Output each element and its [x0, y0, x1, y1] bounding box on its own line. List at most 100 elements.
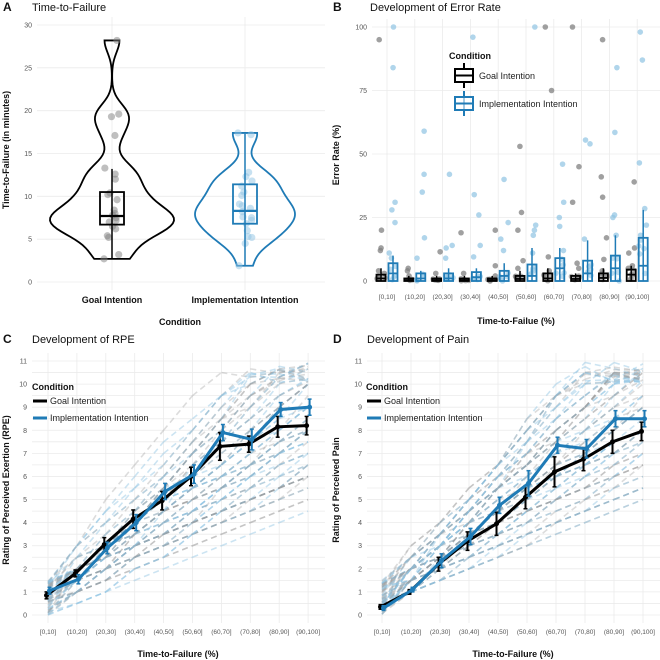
data-point — [477, 242, 483, 249]
individual-trajectory — [278, 429, 309, 454]
individual-trajectory — [76, 568, 107, 593]
individual-trajectory — [555, 406, 586, 431]
individual-trajectory — [278, 362, 309, 378]
y-tick-label: 1 — [358, 589, 362, 596]
individual-trajectory — [468, 487, 499, 524]
individual-trajectory — [526, 498, 557, 512]
y-tick-label: 9 — [23, 405, 27, 412]
individual-trajectory — [105, 556, 135, 570]
individual-trajectory — [555, 464, 586, 478]
individual-trajectory — [76, 568, 107, 582]
individual-trajectory — [439, 556, 470, 581]
individual-trajectory — [278, 429, 309, 443]
individual-trajectory — [381, 591, 412, 612]
individual-trajectory — [555, 464, 586, 478]
individual-trajectory — [163, 510, 193, 535]
individual-trajectory — [76, 510, 107, 547]
individual-trajectory — [410, 579, 441, 593]
individual-trajectory — [497, 464, 528, 489]
individual-trajectory — [105, 533, 136, 558]
individual-trajectory — [249, 429, 280, 454]
individual-trajectory — [47, 579, 78, 614]
data-point — [115, 110, 123, 118]
individual-trajectory — [221, 521, 251, 535]
individual-trajectory — [162, 429, 194, 466]
individual-trajectory — [105, 545, 136, 570]
individual-trajectory — [613, 371, 644, 397]
individual-trajectory — [134, 487, 165, 524]
panel-letter-d: D — [333, 332, 342, 346]
mean-point — [642, 416, 647, 422]
box — [232, 183, 258, 225]
individual-trajectory — [584, 441, 615, 466]
individual-trajectory — [526, 406, 557, 431]
individual-trajectory — [526, 429, 557, 466]
individual-trajectory — [134, 475, 165, 501]
individual-trajectory — [47, 568, 78, 589]
individual-trajectory — [221, 498, 251, 512]
individual-trajectory — [497, 441, 528, 466]
individual-trajectory — [526, 406, 557, 443]
individual-trajectory — [497, 544, 528, 559]
individual-trajectory — [192, 464, 222, 489]
x-tick-label: (10,20] — [67, 629, 87, 636]
individual-trajectory — [76, 579, 107, 593]
individual-trajectory — [613, 370, 644, 374]
individual-trajectory — [134, 522, 165, 547]
individual-trajectory — [163, 510, 193, 535]
data-point — [390, 24, 397, 30]
individual-trajectory — [526, 464, 557, 489]
individual-trajectory — [526, 452, 557, 478]
individual-trajectory — [249, 395, 280, 431]
individual-trajectory — [192, 475, 222, 501]
individual-trajectory — [555, 452, 586, 478]
x-tick-label: (90,100] — [296, 629, 320, 636]
individual-trajectory — [468, 475, 499, 501]
individual-trajectory — [410, 556, 441, 581]
individual-trajectory — [468, 464, 499, 501]
individual-trajectory — [497, 429, 528, 466]
individual-trajectory — [76, 522, 107, 558]
individual-trajectory — [278, 464, 309, 489]
individual-trajectory — [381, 579, 412, 596]
individual-trajectory — [584, 406, 615, 431]
individual-trajectory — [468, 533, 499, 558]
individual-trajectory — [381, 579, 412, 606]
individual-trajectory — [526, 498, 557, 512]
individual-trajectory — [439, 499, 470, 535]
individual-trajectory — [192, 475, 222, 489]
individual-trajectory — [555, 383, 586, 420]
individual-trajectory — [105, 545, 136, 570]
individual-trajectory — [497, 452, 528, 478]
individual-trajectory — [584, 475, 615, 489]
individual-trajectory — [555, 487, 586, 501]
data-point — [599, 194, 606, 200]
individual-trajectory — [555, 441, 586, 466]
individual-trajectory — [526, 418, 557, 454]
panel-d-title: Development of Pain — [367, 334, 469, 346]
legend-label-goal-d: Goal Intention — [384, 396, 440, 406]
data-point — [442, 255, 449, 261]
individual-trajectory — [584, 383, 615, 408]
individual-trajectory — [410, 533, 441, 570]
individual-trajectory — [497, 533, 528, 547]
individual-trajectory — [555, 373, 586, 397]
x-tick-label: (20,30] — [96, 629, 116, 636]
individual-trajectory — [250, 452, 280, 466]
individual-trajectory — [410, 556, 441, 570]
individual-trajectory — [555, 372, 586, 408]
individual-trajectory — [555, 452, 586, 466]
individual-trajectory — [468, 544, 499, 559]
individual-trajectory — [134, 487, 165, 524]
individual-trajectory — [497, 487, 528, 512]
data-point — [245, 168, 253, 176]
individual-trajectory — [468, 487, 499, 512]
individual-trajectory — [468, 533, 499, 547]
x-tick-label: [0,10] — [40, 629, 56, 636]
individual-trajectory — [278, 441, 309, 455]
individual-trajectory — [192, 487, 222, 512]
individual-trajectory — [105, 544, 135, 559]
individual-trajectory — [163, 487, 193, 512]
x-axis-label-b: Time-to-Failue (%) — [477, 316, 555, 326]
individual-trajectory — [278, 418, 309, 443]
